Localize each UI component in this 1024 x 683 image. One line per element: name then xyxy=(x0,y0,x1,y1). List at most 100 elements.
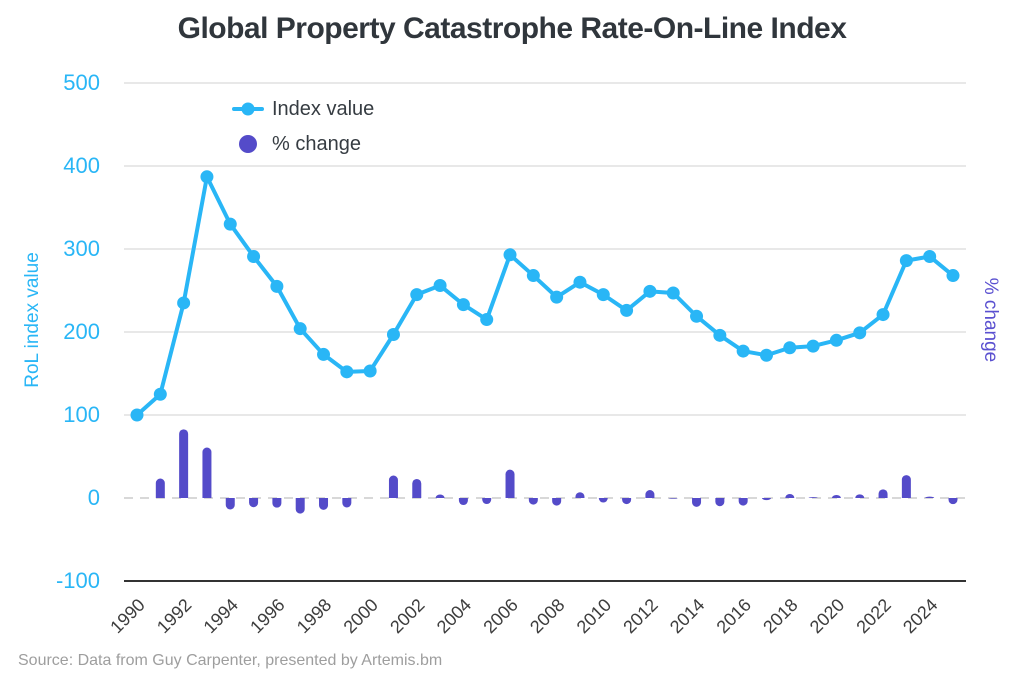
point-index-value-1997[interactable] xyxy=(293,322,307,336)
bar-pct-change-2001[interactable] xyxy=(388,475,398,498)
point-index-value-2020[interactable] xyxy=(829,333,843,347)
point-index-value-2013[interactable] xyxy=(666,286,680,300)
point-index-value-2018[interactable] xyxy=(783,341,797,355)
bar-pct-change-1991[interactable] xyxy=(155,478,165,499)
point-index-value-2001[interactable] xyxy=(386,327,400,341)
x-tick-label-2010: 2010 xyxy=(573,595,615,637)
point-index-value-2014[interactable] xyxy=(690,309,704,323)
bar-pct-change-2015[interactable] xyxy=(715,498,725,507)
point-index-value-1995[interactable] xyxy=(247,249,261,263)
point-index-value-1992[interactable] xyxy=(177,296,191,310)
bar-pct-change-2002[interactable] xyxy=(412,478,422,498)
x-tick-label-2024: 2024 xyxy=(899,595,941,637)
x-tick-label-2000: 2000 xyxy=(340,595,382,637)
bar-pct-change-2013[interactable] xyxy=(668,498,678,499)
point-index-value-2023[interactable] xyxy=(899,254,913,268)
bar-pct-change-2012[interactable] xyxy=(645,490,655,498)
point-index-value-2015[interactable] xyxy=(713,328,727,342)
point-index-value-2003[interactable] xyxy=(433,279,447,293)
y-tick-label-300: 300 xyxy=(63,236,100,261)
source-note: Source: Data from Guy Carpenter, present… xyxy=(18,652,443,669)
bar-pct-change-2009[interactable] xyxy=(575,492,585,498)
point-index-value-2024[interactable] xyxy=(923,249,937,263)
left-axis-title: RoL index value xyxy=(22,252,43,388)
bar-pct-change-2017[interactable] xyxy=(761,498,771,501)
x-tick-label-2016: 2016 xyxy=(713,595,755,637)
bar-pct-change-2023[interactable] xyxy=(901,475,911,498)
bar-pct-change-1994[interactable] xyxy=(225,498,235,510)
bar-pct-change-2022[interactable] xyxy=(878,489,888,498)
point-index-value-2008[interactable] xyxy=(550,290,564,304)
point-index-value-1994[interactable] xyxy=(223,217,237,231)
legend: Index value % change xyxy=(222,90,391,163)
point-index-value-2017[interactable] xyxy=(759,348,773,362)
bar-pct-change-2008[interactable] xyxy=(552,498,562,506)
chart-title: Global Property Catastrophe Rate-On-Line… xyxy=(177,12,847,45)
bar-pct-change-1996[interactable] xyxy=(272,498,282,508)
x-tick-label-2008: 2008 xyxy=(526,595,568,637)
x-tick-label-1992: 1992 xyxy=(153,595,195,637)
point-index-value-2009[interactable] xyxy=(573,275,587,289)
bar-pct-change-2016[interactable] xyxy=(738,498,748,506)
bar-pct-change-2011[interactable] xyxy=(622,498,632,505)
bar-pct-change-2014[interactable] xyxy=(692,498,702,507)
bar-pct-change-1998[interactable] xyxy=(319,498,329,510)
y-tick-label-0: 0 xyxy=(88,485,100,510)
point-index-value-2006[interactable] xyxy=(503,248,517,262)
x-tick-label-2014: 2014 xyxy=(666,595,708,637)
y-tick-label-400: 400 xyxy=(63,153,100,178)
point-index-value-2007[interactable] xyxy=(526,269,540,283)
point-index-value-2022[interactable] xyxy=(876,308,890,322)
x-tick-label-1994: 1994 xyxy=(200,595,242,637)
point-index-value-2000[interactable] xyxy=(363,364,377,378)
legend-item-pct-change[interactable]: % change xyxy=(232,129,374,159)
bar-pct-change-1999[interactable] xyxy=(342,498,352,508)
point-index-value-2016[interactable] xyxy=(736,344,750,358)
point-index-value-1990[interactable] xyxy=(130,408,144,422)
point-index-value-2019[interactable] xyxy=(806,339,820,353)
x-tick-label-2022: 2022 xyxy=(852,595,894,637)
point-index-value-1993[interactable] xyxy=(200,170,214,184)
point-index-value-2010[interactable] xyxy=(596,288,610,302)
bar-pct-change-1992[interactable] xyxy=(179,429,189,498)
point-index-value-1996[interactable] xyxy=(270,279,284,293)
x-tick-label-2018: 2018 xyxy=(759,595,801,637)
circle-marker-icon xyxy=(232,135,264,153)
bar-pct-change-2007[interactable] xyxy=(528,498,538,505)
bar-pct-change-2025[interactable] xyxy=(948,498,958,505)
point-index-value-2004[interactable] xyxy=(456,298,470,312)
bar-pct-change-2006[interactable] xyxy=(505,469,515,498)
bar-pct-change-1993[interactable] xyxy=(202,447,212,498)
bar-pct-change-2004[interactable] xyxy=(458,498,468,506)
x-tick-label-1990: 1990 xyxy=(106,595,148,637)
point-index-value-2012[interactable] xyxy=(643,284,657,298)
bar-pct-change-2020[interactable] xyxy=(831,495,841,498)
x-tick-label-2012: 2012 xyxy=(619,595,661,637)
x-tick-label-1996: 1996 xyxy=(246,595,288,637)
bar-pct-change-2005[interactable] xyxy=(482,498,492,505)
bar-pct-change-2019[interactable] xyxy=(808,497,818,498)
bar-pct-change-1995[interactable] xyxy=(249,498,259,508)
point-index-value-2025[interactable] xyxy=(946,269,960,283)
point-index-value-1998[interactable] xyxy=(317,347,331,361)
bar-pct-change-2021[interactable] xyxy=(855,494,865,498)
legend-item-index-value[interactable]: Index value xyxy=(232,94,374,124)
x-tick-label-2002: 2002 xyxy=(386,595,428,637)
point-index-value-2002[interactable] xyxy=(410,288,424,302)
bar-pct-change-2003[interactable] xyxy=(435,494,445,498)
bar-pct-change-2010[interactable] xyxy=(598,498,608,503)
right-axis-title: % change xyxy=(980,277,1001,363)
point-index-value-2021[interactable] xyxy=(853,326,867,340)
bar-pct-change-2024[interactable] xyxy=(925,496,935,498)
y-tick-label-100: 100 xyxy=(63,402,100,427)
x-tick-label-2004: 2004 xyxy=(433,595,475,637)
point-index-value-1991[interactable] xyxy=(153,387,167,401)
bar-pct-change-2018[interactable] xyxy=(785,493,795,498)
point-index-value-1999[interactable] xyxy=(340,365,354,379)
point-index-value-2011[interactable] xyxy=(620,303,634,317)
bar-pct-change-1997[interactable] xyxy=(295,498,305,514)
point-index-value-2005[interactable] xyxy=(480,313,494,327)
y-tick-label-500: 500 xyxy=(63,70,100,95)
